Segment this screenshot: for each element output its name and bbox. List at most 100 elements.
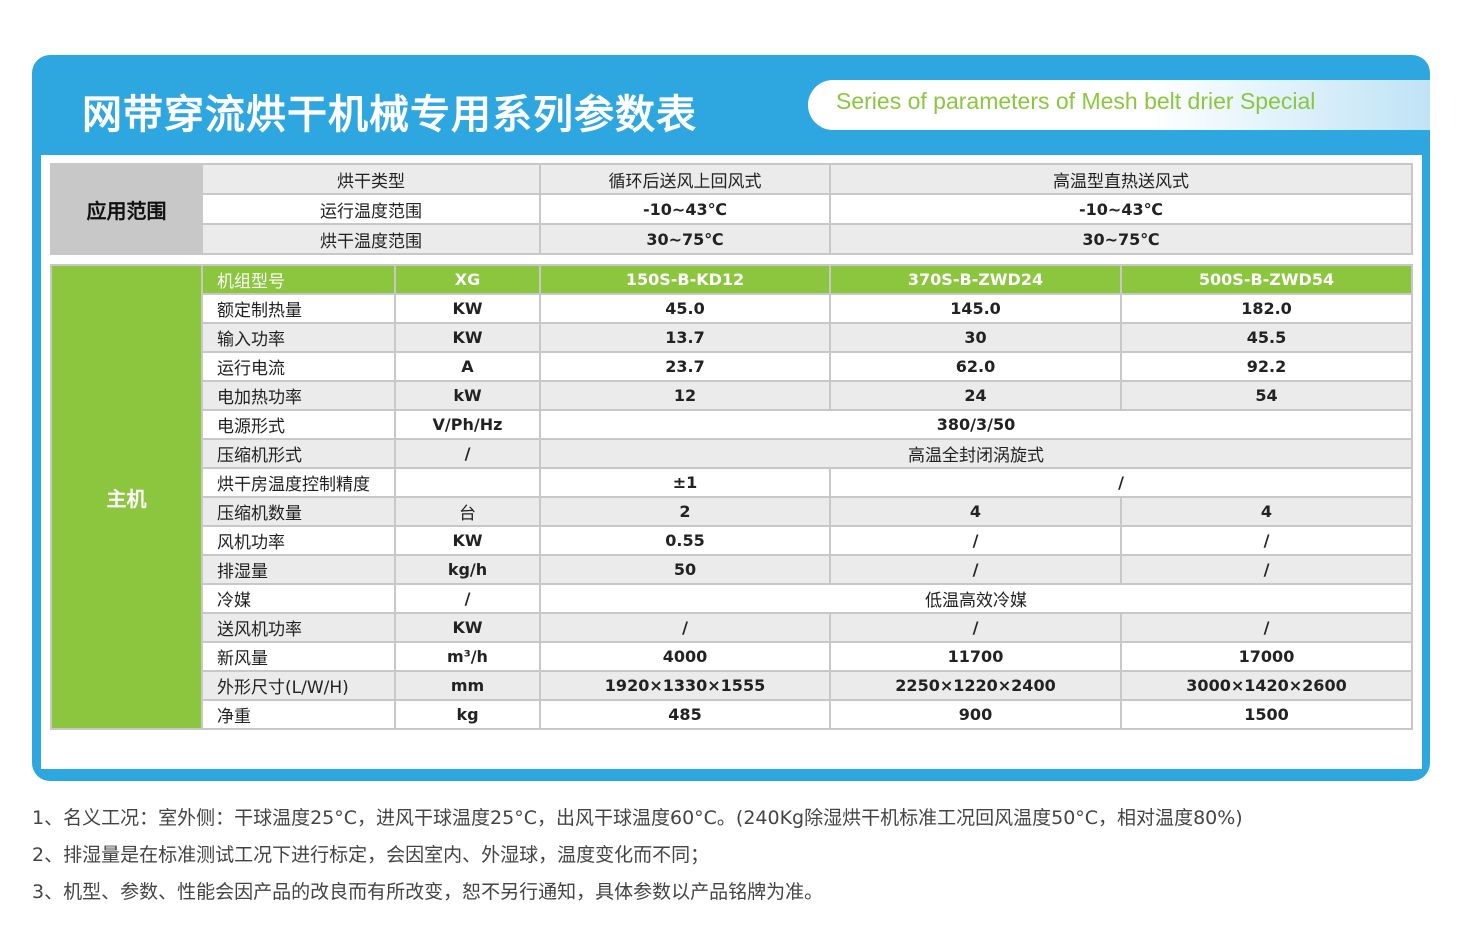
- param-label: 电源形式: [201, 409, 396, 440]
- application-value: -10~43℃: [829, 193, 1413, 225]
- value-cell: 380/3/50: [539, 409, 1413, 440]
- unit-cell: kg/h: [394, 554, 541, 585]
- param-label: 压缩机形式: [201, 438, 396, 469]
- footnote: 1、名义工况：室外侧：干球温度25°C，进风干球温度25°C，出风干球温度60°…: [32, 807, 1243, 829]
- value-cell: /: [829, 554, 1122, 585]
- value-cell: 1920×1330×1555: [539, 670, 831, 701]
- param-label: 电加热功率: [201, 380, 396, 411]
- table-row: 额定制热量 KW 45.0 145.0 182.0: [51, 293, 1413, 324]
- unit-cell: V/Ph/Hz: [394, 409, 541, 440]
- param-label: 输入功率: [201, 322, 396, 353]
- value-cell: 11700: [829, 641, 1122, 672]
- value-cell: 4: [829, 496, 1122, 527]
- value-cell: 45.0: [539, 293, 831, 324]
- param-label: 运行电流: [201, 351, 396, 382]
- value-cell: /: [829, 612, 1122, 643]
- application-value: 高温型直热送风式: [829, 163, 1413, 195]
- application-value: -10~43℃: [539, 193, 831, 225]
- application-label: 运行温度范围: [201, 193, 541, 225]
- page-subtitle-en: Series of parameters of Mesh belt drier …: [836, 88, 1316, 114]
- unit-cell: /: [394, 438, 541, 469]
- unit-cell: 台: [394, 496, 541, 527]
- value-cell: 30: [829, 322, 1122, 353]
- table-row: 新风量 m³/h 4000 11700 17000: [51, 641, 1413, 672]
- table-row: 压缩机数量 台 2 4 4: [51, 496, 1413, 527]
- table-row: 外形尺寸(L/W/H) mm 1920×1330×1555 2250×1220×…: [51, 670, 1413, 701]
- value-cell: 900: [829, 699, 1122, 730]
- subtitle-pill: [808, 80, 1430, 130]
- value-cell: /: [539, 612, 831, 643]
- value-cell: 45.5: [1120, 322, 1413, 353]
- unit-cell: KW: [394, 293, 541, 324]
- application-label: 烘干类型: [201, 163, 541, 195]
- unit-cell: /: [394, 583, 541, 614]
- table-row: 主机 机组型号 XG 150S-B-KD12 370S-B-ZWD24 500S…: [50, 264, 1413, 730]
- model-header: 500S-B-ZWD54: [1120, 264, 1413, 295]
- param-label: 冷媒: [201, 583, 396, 614]
- page-title: 网带穿流烘干机械专用系列参数表: [82, 92, 697, 138]
- application-heading: 应用范围: [50, 163, 203, 255]
- param-label: 烘干房温度控制精度: [201, 467, 396, 498]
- value-cell: 17000: [1120, 641, 1413, 672]
- table-row: 电加热功率 kW 12 24 54: [51, 380, 1413, 411]
- table-row: 烘干房温度控制精度 ±1 /: [51, 467, 1413, 498]
- table-row: 排湿量 kg/h 50 / /: [51, 554, 1413, 585]
- value-cell: 13.7: [539, 322, 831, 353]
- param-label: 风机功率: [201, 525, 396, 556]
- param-label: 外形尺寸(L/W/H): [201, 670, 396, 701]
- value-cell: 2250×1220×2400: [829, 670, 1122, 701]
- unit-cell: XG: [394, 264, 541, 295]
- value-cell: 1500: [1120, 699, 1413, 730]
- value-cell: ±1: [539, 467, 831, 498]
- unit-cell: kg: [394, 699, 541, 730]
- value-cell: /: [1120, 525, 1413, 556]
- footnote: 2、排湿量是在标准测试工况下进行标定，会因室内、外湿球，温度变化而不同；: [32, 844, 710, 866]
- table-row: 冷媒 / 低温高效冷媒: [51, 583, 1413, 614]
- footnotes: 1、名义工况：室外侧：干球温度25°C，进风干球温度25°C，出风干球温度60°…: [32, 800, 1243, 911]
- table-row: 净重 kg 485 900 1500: [51, 699, 1413, 730]
- param-label: 额定制热量: [201, 293, 396, 324]
- unit-cell: KW: [394, 525, 541, 556]
- param-label: 机组型号: [201, 264, 396, 295]
- application-label: 烘干温度范围: [201, 223, 541, 255]
- table-row: 风机功率 KW 0.55 / /: [51, 525, 1413, 556]
- value-cell: 50: [539, 554, 831, 585]
- value-cell: 62.0: [829, 351, 1122, 382]
- unit-cell: A: [394, 351, 541, 382]
- value-cell: /: [829, 525, 1122, 556]
- param-label: 送风机功率: [201, 612, 396, 643]
- footnote: 3、机型、参数、性能会因产品的改良而有所改变，恕不另行通知，具体参数以产品铭牌为…: [32, 881, 824, 903]
- value-cell: 182.0: [1120, 293, 1413, 324]
- application-value: 循环后送风上回风式: [539, 163, 831, 195]
- main-unit-table: 主机 机组型号 XG 150S-B-KD12 370S-B-ZWD24 500S…: [50, 264, 1413, 730]
- unit-cell: kW: [394, 380, 541, 411]
- table-row: 输入功率 KW 13.7 30 45.5: [51, 322, 1413, 353]
- model-header: 370S-B-ZWD24: [829, 264, 1122, 295]
- table-row: 运行电流 A 23.7 62.0 92.2: [51, 351, 1413, 382]
- unit-cell: m³/h: [394, 641, 541, 672]
- value-cell: 24: [829, 380, 1122, 411]
- value-cell: 低温高效冷媒: [539, 583, 1413, 614]
- value-cell: 54: [1120, 380, 1413, 411]
- value-cell: 4: [1120, 496, 1413, 527]
- param-label: 压缩机数量: [201, 496, 396, 527]
- value-cell: 3000×1420×2600: [1120, 670, 1413, 701]
- param-label: 排湿量: [201, 554, 396, 585]
- value-cell: 4000: [539, 641, 831, 672]
- table-row: 压缩机形式 / 高温全封闭涡旋式: [51, 438, 1413, 469]
- param-label: 净重: [201, 699, 396, 730]
- unit-cell: KW: [394, 612, 541, 643]
- application-value: 30~75℃: [829, 223, 1413, 255]
- application-value: 30~75℃: [539, 223, 831, 255]
- application-table: 应用范围 烘干类型 循环后送风上回风式 高温型直热送风式 运行温度范围 -10~…: [50, 163, 1413, 255]
- param-label: 新风量: [201, 641, 396, 672]
- value-cell: 145.0: [829, 293, 1122, 324]
- value-cell: 0.55: [539, 525, 831, 556]
- table-row: 送风机功率 KW / / /: [51, 612, 1413, 643]
- value-cell: /: [1120, 612, 1413, 643]
- unit-cell: [394, 467, 541, 498]
- value-cell: 23.7: [539, 351, 831, 382]
- value-cell: 12: [539, 380, 831, 411]
- table-row: 电源形式 V/Ph/Hz 380/3/50: [51, 409, 1413, 440]
- value-cell: /: [1120, 554, 1413, 585]
